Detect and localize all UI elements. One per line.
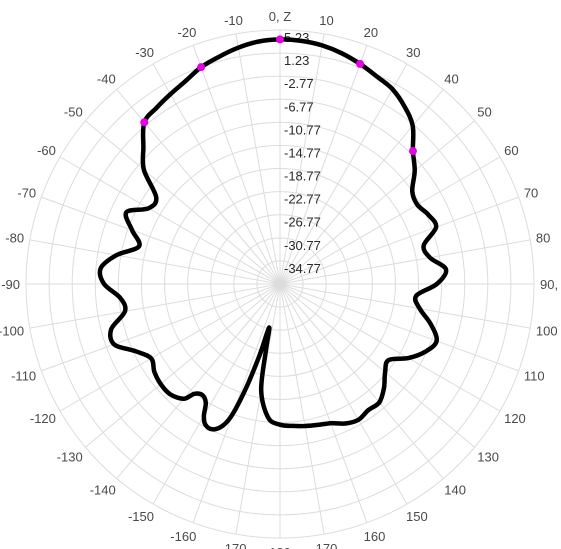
angle-tick-label: -110 bbox=[11, 369, 36, 384]
grid-spoke bbox=[41, 283, 281, 372]
angle-tick-label: -150 bbox=[128, 509, 154, 524]
radial-tick-label: -22.77 bbox=[284, 192, 321, 207]
grid-spoke bbox=[59, 156, 281, 285]
radial-tick-label: -26.77 bbox=[284, 215, 321, 230]
series-line bbox=[97, 37, 449, 432]
grid-spoke bbox=[279, 283, 531, 329]
grid-spoke bbox=[152, 283, 281, 505]
angle-tick-label: 150 bbox=[406, 509, 428, 524]
radial-tick-label: -10.77 bbox=[284, 122, 321, 137]
grid-spoke bbox=[279, 89, 444, 285]
grid-spoke bbox=[279, 283, 501, 412]
angle-tick-label: -70 bbox=[17, 185, 36, 200]
radial-tick-label: 1.23 bbox=[284, 53, 309, 68]
grid-spoke bbox=[29, 283, 281, 329]
angle-tick-label: -80 bbox=[5, 230, 24, 245]
grid-spoke bbox=[152, 63, 281, 285]
angle-tick-label: -90 bbox=[1, 277, 20, 292]
angle-tick-label: 180 bbox=[269, 545, 291, 549]
grid-spoke bbox=[85, 283, 281, 448]
grid-spoke bbox=[279, 45, 368, 285]
radial-tick-labels: 5.231.23-2.77-6.77-10.77-14.77-18.77-22.… bbox=[284, 30, 321, 276]
series-layer bbox=[97, 35, 449, 432]
angle-tick-label: -60 bbox=[37, 143, 56, 158]
angle-tick-label: 0, Z bbox=[269, 9, 291, 24]
grid-spoke bbox=[235, 283, 281, 535]
angle-tick-label: 120 bbox=[504, 411, 526, 426]
angle-tick-label: 90, X bbox=[540, 277, 561, 292]
series-marker bbox=[276, 35, 284, 44]
angle-tick-label: -170 bbox=[220, 541, 246, 549]
angle-tick-label: -40 bbox=[97, 72, 116, 87]
angle-tick-label: 70 bbox=[524, 185, 538, 200]
angle-tick-label: 160 bbox=[364, 529, 386, 544]
series-marker bbox=[356, 59, 365, 68]
angle-tick-label: 100 bbox=[536, 324, 558, 339]
grid-spoke bbox=[279, 283, 325, 535]
grid-spoke bbox=[279, 283, 444, 479]
angle-tick-label: 20 bbox=[364, 25, 378, 40]
radial-tick-label: -34.77 bbox=[284, 261, 321, 276]
grid-spoke bbox=[116, 283, 281, 479]
grid-spoke bbox=[279, 196, 519, 285]
grid-spoke bbox=[41, 196, 281, 285]
angle-tick-label: 110 bbox=[524, 369, 545, 384]
angle-tick-label: -50 bbox=[64, 105, 83, 120]
angle-tick-labels: 0, Z 10 20 30 40 50 60 70 80 90, X 100 110 120 130 140… bbox=[0, 9, 561, 549]
angle-tick-label: 10 bbox=[319, 13, 333, 28]
angle-tick-label: -130 bbox=[57, 449, 83, 464]
angle-tick-label: -10 bbox=[224, 13, 243, 28]
series-marker bbox=[197, 63, 206, 72]
grid-spoke bbox=[279, 33, 325, 285]
radial-tick-label: -18.77 bbox=[284, 169, 321, 184]
grid-spoke bbox=[279, 283, 519, 372]
grid-spoke bbox=[279, 120, 475, 285]
angle-tick-label: -20 bbox=[178, 25, 197, 40]
grid-spoke bbox=[235, 33, 281, 285]
angle-tick-label: 170 bbox=[316, 541, 338, 549]
series-marker bbox=[140, 118, 149, 127]
angle-tick-label: -140 bbox=[90, 482, 116, 497]
grid-spoke bbox=[279, 63, 408, 285]
angle-tick-label: -120 bbox=[30, 411, 56, 426]
angle-tick-label: 40 bbox=[444, 72, 458, 87]
grid-spoke bbox=[279, 283, 475, 448]
angle-tick-label: -160 bbox=[170, 529, 196, 544]
angle-tick-label: 50 bbox=[477, 105, 491, 120]
angle-tick-label: 80 bbox=[536, 230, 550, 245]
radial-tick-label: -30.77 bbox=[284, 238, 321, 253]
angle-tick-label: -30 bbox=[135, 45, 154, 60]
grid-spoke bbox=[279, 283, 408, 505]
angle-tick-label: 130 bbox=[477, 449, 499, 464]
grid-spoke bbox=[85, 120, 281, 285]
radial-tick-label: -6.77 bbox=[284, 99, 314, 114]
angle-tick-label: 60 bbox=[504, 143, 518, 158]
grid-spoke bbox=[29, 239, 281, 285]
polar-grid bbox=[25, 29, 535, 539]
angle-tick-label: 30 bbox=[406, 45, 420, 60]
grid-spoke bbox=[59, 283, 281, 412]
angle-tick-label: -100 bbox=[0, 324, 24, 339]
grid-spoke bbox=[279, 283, 368, 523]
grid-spoke bbox=[279, 239, 531, 285]
radial-tick-label: -2.77 bbox=[284, 76, 314, 91]
grid-spoke bbox=[279, 156, 501, 285]
grid-spoke bbox=[192, 45, 281, 285]
series-marker bbox=[408, 147, 417, 156]
angle-tick-label: 140 bbox=[444, 482, 466, 497]
radial-tick-label: -14.77 bbox=[284, 145, 321, 160]
